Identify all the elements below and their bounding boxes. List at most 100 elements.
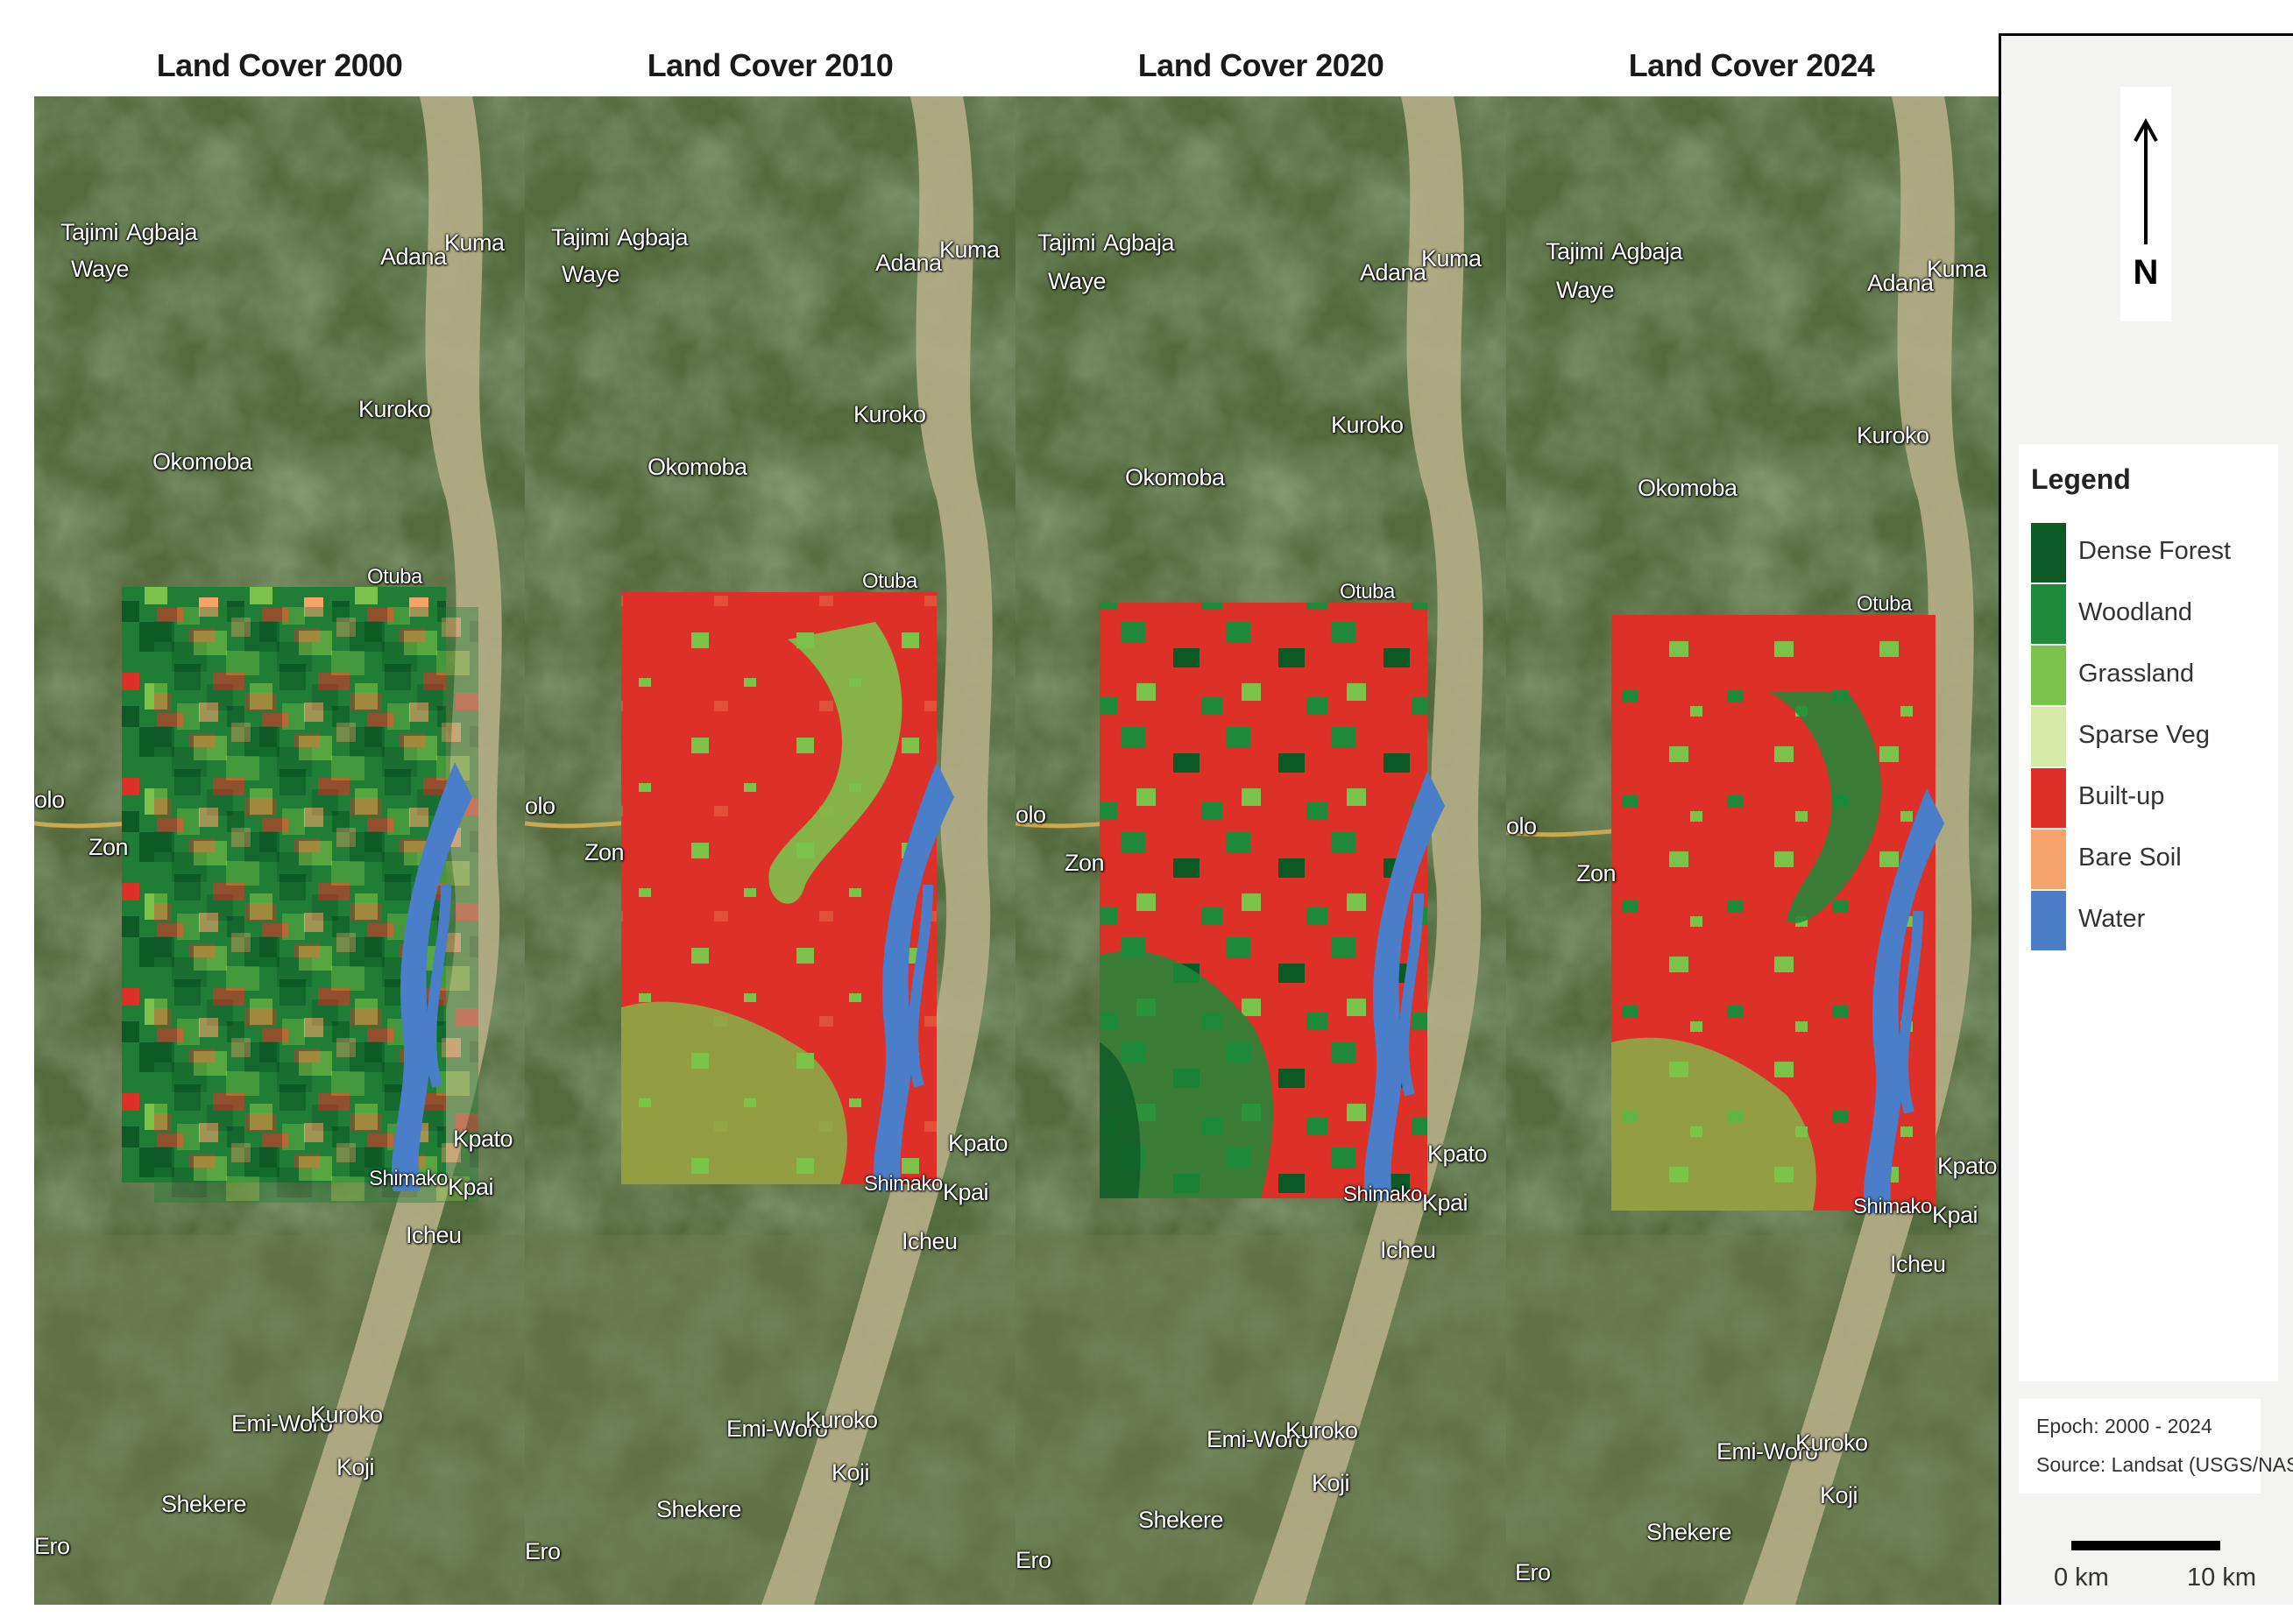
place-label-emiworo: Emi-Woro <box>1716 1438 1818 1465</box>
panel-title-2024: Land Cover 2024 <box>1628 47 1875 83</box>
place-label-waye: Waye <box>562 261 620 287</box>
place-label-emiworo: Emi-Woro <box>231 1410 333 1437</box>
place-label-kpato: Kpato <box>948 1130 1008 1156</box>
legend-label: Sparse Veg <box>2078 721 2210 749</box>
place-label-shimako: Shimako <box>1343 1183 1422 1206</box>
place-label-waye: Waye <box>1048 268 1107 294</box>
place-label-okomoba: Okomoba <box>648 454 747 480</box>
place-label-shimako: Shimako <box>369 1167 448 1190</box>
legend-label: Water <box>2078 905 2146 933</box>
place-label-ero: Ero <box>1016 1547 1051 1573</box>
place-label-kuroko2: Kuroko <box>1285 1417 1358 1444</box>
legend-label: Bare Soil <box>2078 844 2182 872</box>
legend-item-bare-soil: Bare Soil <box>2031 830 2268 891</box>
map-panel-2010[interactable]: Tajimi Agbaja Waye Adana Kuma Kuroko Oko… <box>525 96 1016 1605</box>
place-label-okomoba: Okomoba <box>152 448 252 475</box>
legend-swatch <box>2031 523 2066 583</box>
place-label-kuroko2: Kuroko <box>1795 1430 1868 1456</box>
place-label-shekere: Shekere <box>161 1491 247 1517</box>
legend-swatch <box>2031 830 2066 889</box>
place-label-waye: Waye <box>71 256 130 282</box>
place-label-adana: Adana <box>1867 270 1934 296</box>
place-label-zon: Zon <box>1576 860 1617 886</box>
place-label-icheu: Icheu <box>1380 1237 1436 1263</box>
place-label-emiworo: Emi-Woro <box>1207 1426 1308 1452</box>
place-label-tajimi: Tajimi <box>1546 238 1604 265</box>
legend-label: Built-up <box>2078 782 2165 810</box>
place-label-kpai: Kpai <box>448 1174 494 1200</box>
place-label-shimako: Shimako <box>864 1172 943 1196</box>
place-label-zon: Zon <box>88 834 129 860</box>
place-label-ero: Ero <box>34 1533 70 1559</box>
place-label-icheu: Icheu <box>1890 1251 1946 1277</box>
place-label-okomoba: Okomoba <box>1125 464 1225 491</box>
place-label-otuba: Otuba <box>1340 580 1395 604</box>
place-label-koji: Koji <box>832 1459 870 1486</box>
north-arrow-icon <box>2134 117 2158 244</box>
place-label-ero: Ero <box>525 1538 561 1564</box>
place-label-otuba: Otuba <box>367 565 422 589</box>
place-label-icheu: Icheu <box>406 1222 462 1248</box>
place-label-kuroko2: Kuroko <box>310 1402 383 1428</box>
place-label-zon: Zon <box>584 839 625 865</box>
panel-title-2020: Land Cover 2020 <box>1137 47 1384 83</box>
legend-label: Dense Forest <box>2078 537 2232 565</box>
place-label-koji: Koji <box>1312 1470 1350 1496</box>
place-label-otuba: Otuba <box>862 569 917 593</box>
legend-swatch <box>2031 707 2066 766</box>
map-strip: Tajimi Agbaja Waye Adana Kuma Kuroko Oko… <box>34 96 1999 1605</box>
place-label-kuma: Kuma <box>939 237 1000 263</box>
place-label-agbaja: Agbaja <box>1103 229 1175 256</box>
place-label-olo: olo <box>34 787 65 813</box>
place-label-kpato: Kpato <box>1937 1153 1998 1179</box>
legend-item-grassland: Grassland <box>2031 646 2268 707</box>
place-label-koji: Koji <box>1820 1482 1858 1508</box>
place-label-olo: olo <box>1016 801 1046 828</box>
place-label-olo: olo <box>1506 813 1537 839</box>
legend-swatch <box>2031 891 2066 950</box>
legend-item-built-up: Built-up <box>2031 768 2268 830</box>
map-panel-2024[interactable]: Tajimi Agbaja Waye Adana Kuma Kuroko Oko… <box>1506 96 1999 1605</box>
map-panel-2020[interactable]: Tajimi Agbaja Waye Adana Kuma Kuroko Oko… <box>1016 96 1506 1605</box>
place-label-agbaja: Agbaja <box>1611 238 1683 265</box>
place-label-kuma: Kuma <box>1421 245 1482 272</box>
legend-title: Legend <box>2031 463 2131 495</box>
map-panel-2000[interactable]: Tajimi Agbaja Waye Adana Kuma Kuroko Oko… <box>34 96 525 1605</box>
legend: Legend Dense Forest Woodland Grassland S… <box>2019 444 2278 1381</box>
place-label-shekere: Shekere <box>656 1496 742 1522</box>
north-label: N <box>2133 253 2159 292</box>
epoch-text: Epoch: 2000 - 2024 <box>2036 1415 2212 1437</box>
place-label-icheu: Icheu <box>902 1228 958 1254</box>
satellite-basemap-2024 <box>1506 96 1999 1605</box>
map-info: Epoch: 2000 - 2024 Source: Landsat (USGS… <box>2019 1399 2293 1493</box>
place-label-tajimi: Tajimi <box>1037 229 1096 256</box>
place-label-tajimi: Tajimi <box>60 219 119 245</box>
place-label-kuma: Kuma <box>1927 256 1987 282</box>
place-label-kuroko2: Kuroko <box>805 1407 878 1433</box>
place-label-kpai: Kpai <box>943 1179 989 1205</box>
place-label-kuma: Kuma <box>444 229 505 256</box>
legend-swatch <box>2031 646 2066 705</box>
place-label-tajimi: Tajimi <box>551 224 610 251</box>
place-label-agbaja: Agbaja <box>126 219 198 245</box>
place-label-emiworo: Emi-Woro <box>726 1416 828 1442</box>
map-side-panel: N Legend Dense Forest Woodland Grassland… <box>1999 33 2293 1605</box>
place-label-zon: Zon <box>1065 850 1105 876</box>
place-label-shekere: Shekere <box>1646 1519 1732 1545</box>
legend-swatch <box>2031 584 2066 644</box>
legend-item-woodland: Woodland <box>2031 584 2268 646</box>
legend-swatch <box>2031 768 2066 828</box>
place-label-ero: Ero <box>1515 1559 1551 1585</box>
scale-bar-line <box>2071 1541 2220 1550</box>
satellite-basemap-2000 <box>34 96 525 1605</box>
place-label-kpai: Kpai <box>1422 1190 1469 1216</box>
place-label-shimako: Shimako <box>1853 1195 1932 1218</box>
place-label-kuroko: Kuroko <box>853 401 926 427</box>
place-label-kuroko: Kuroko <box>1331 412 1404 438</box>
satellite-basemap-2010 <box>525 96 1016 1605</box>
place-label-otuba: Otuba <box>1857 592 1912 616</box>
place-label-kpato: Kpato <box>453 1126 513 1152</box>
scale-label-end: 10 km <box>2187 1564 2256 1592</box>
legend-item-dense-forest: Dense Forest <box>2031 523 2268 584</box>
place-label-okomoba: Okomoba <box>1638 475 1737 501</box>
